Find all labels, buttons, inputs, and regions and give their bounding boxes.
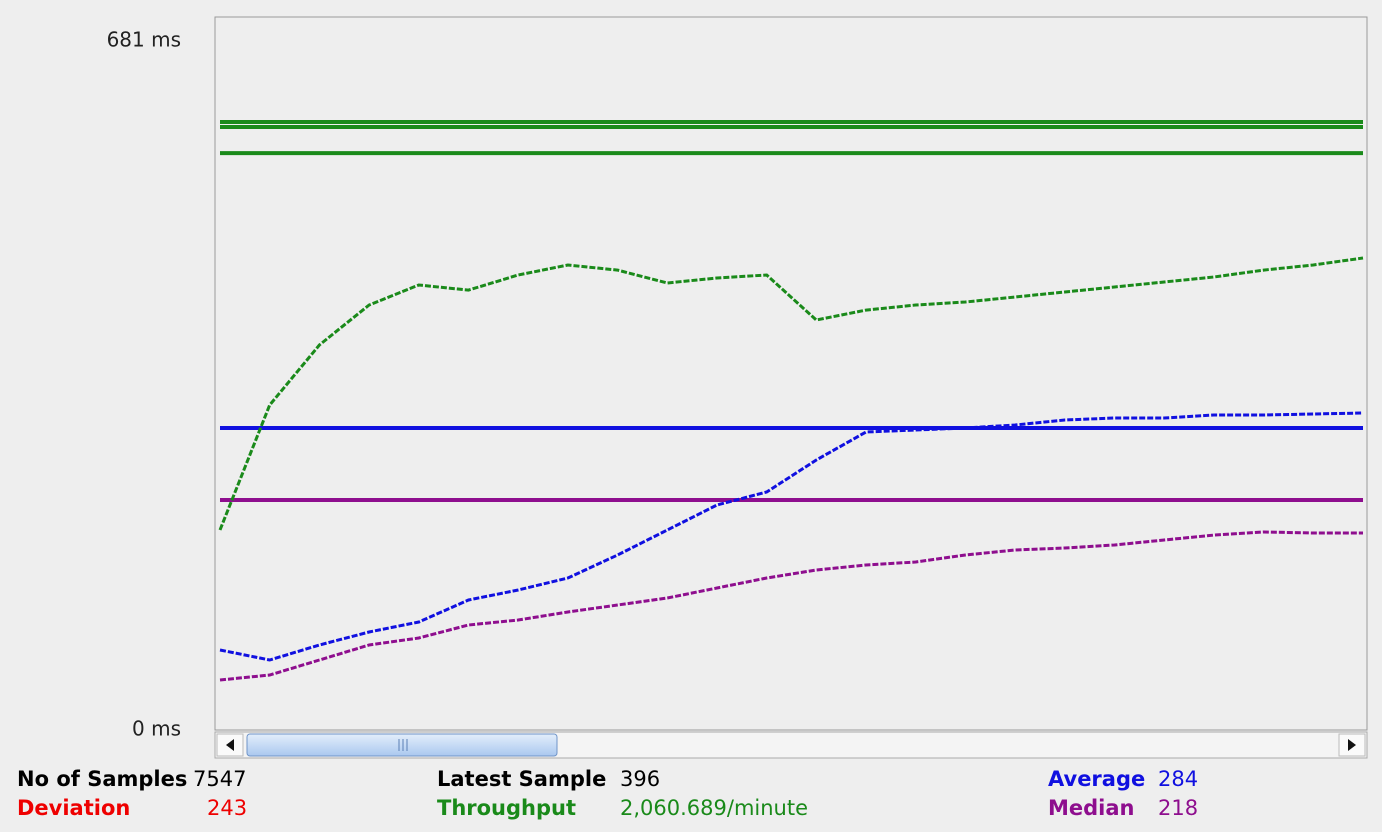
stat-label: Throughput <box>437 796 576 820</box>
scrollbar[interactable] <box>214 731 1368 759</box>
stat-value: 2,060.689/minute <box>620 796 808 820</box>
stat-label: Average <box>1048 767 1145 791</box>
series-line <box>218 256 1364 531</box>
stat-value: 396 <box>620 767 660 791</box>
thumb-grip <box>398 739 408 751</box>
stat-value: 243 <box>207 796 247 820</box>
stat-label: Latest Sample <box>437 767 606 791</box>
stat-label: Median <box>1048 796 1135 820</box>
stat-value: 218 <box>1158 796 1198 820</box>
y-tick-label: 0 ms <box>132 717 181 741</box>
left-arrow <box>226 739 234 751</box>
stat-value: 7547 <box>193 767 246 791</box>
plot-area <box>214 16 1368 731</box>
stat-value: 284 <box>1158 767 1198 791</box>
stat-label: No of Samples <box>17 767 187 791</box>
right-arrow <box>1348 739 1356 751</box>
scroll-thumb[interactable] <box>246 733 558 757</box>
series-line <box>219 530 1363 682</box>
y-tick-label: 681 ms <box>107 28 181 52</box>
stat-label: Deviation <box>17 796 130 820</box>
series-line <box>219 411 1364 662</box>
